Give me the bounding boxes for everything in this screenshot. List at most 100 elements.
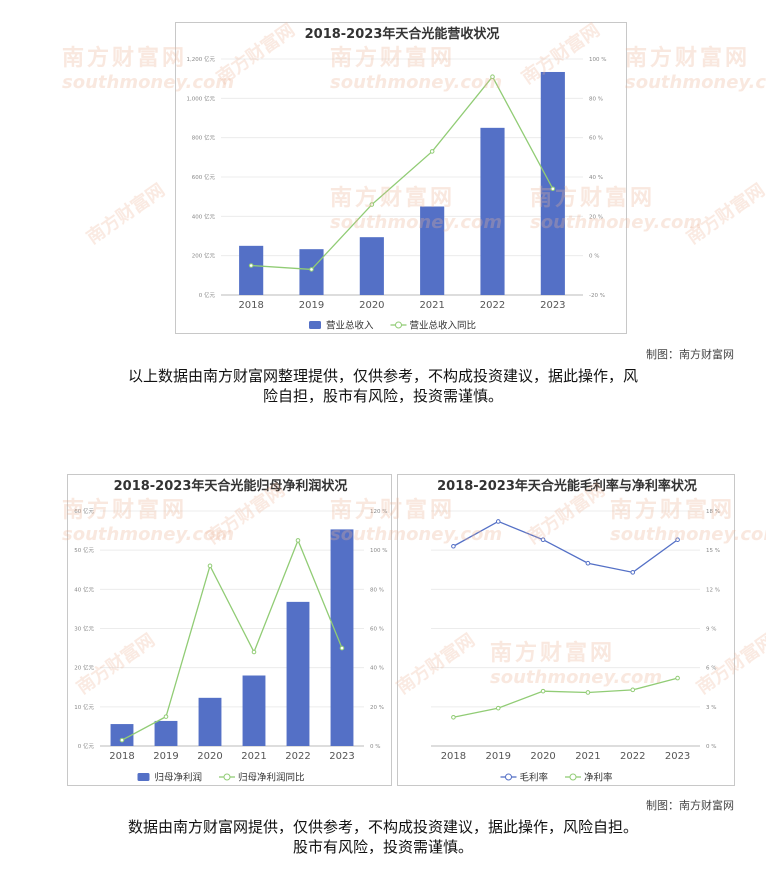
margin-chart: 2018-2023年天合光能毛利率与净利率状况 0 % 3 % 6 % 9 % 12 % 1… <box>431 478 720 784</box>
bar <box>420 206 445 295</box>
chart-credit: 制图：南方财富网 <box>646 348 734 361</box>
y2-tick-label: 9 % <box>706 627 716 633</box>
legend-label: 营业总收入同比 <box>410 320 477 332</box>
data-point <box>369 202 375 207</box>
chart-title: 2018-2023年天合光能毛利率与净利率状况 <box>437 478 697 494</box>
y2-tick-label: 6 % <box>706 666 716 672</box>
data-point <box>495 519 501 524</box>
legend-swatch <box>137 773 150 781</box>
data-point <box>675 537 680 543</box>
data-point <box>119 737 125 743</box>
watermark: 南方财富网 <box>682 179 766 249</box>
series-line <box>121 538 343 741</box>
y2-tick-label: 100 % <box>589 57 606 63</box>
disclaimer-line: 以上数据由南方财富网整理提供，仅供参考，不构成投资建议，据此操作，风 <box>127 367 638 385</box>
x-tick-label: 2020 <box>359 300 384 311</box>
y-tick-label: 40 亿元 <box>74 585 94 593</box>
data-point <box>163 714 169 719</box>
bar <box>359 237 384 295</box>
disclaimer: 以上数据由南方财富网整理提供，仅供参考，不构成投资建议，据此操作，风 险自担，股… <box>0 366 766 406</box>
bar <box>239 245 264 295</box>
data-point <box>495 705 501 711</box>
data-point <box>251 649 257 655</box>
data-point <box>339 645 345 651</box>
y2-tick-label: 20 % <box>589 214 603 220</box>
data-point <box>451 714 456 720</box>
y2-tick-label: 12 % <box>706 587 720 593</box>
revenue-chart-panel: 2018-2023年天合光能营收状况 0 亿元 200 亿元 400 亿元 600 亿元… <box>175 22 627 334</box>
data-point <box>585 690 591 695</box>
bar <box>480 127 505 295</box>
bar <box>154 720 178 746</box>
x-tick-label: 2020 <box>197 751 222 762</box>
disclaimer-line: 险自担，股市有风险，投资需谨慎。 <box>262 387 503 405</box>
y-tick-label: 10 亿元 <box>74 703 94 711</box>
chart-credit: 制图：南方财富网 <box>646 799 734 812</box>
data-point <box>550 186 556 192</box>
x-tick-label: 2019 <box>299 300 324 311</box>
data-point <box>451 543 456 549</box>
x-tick-label: 2023 <box>665 751 690 762</box>
x-tick-label: 2023 <box>540 300 565 311</box>
legend-label: 净利率 <box>584 772 613 784</box>
chart-title: 2018-2023年天合光能归母净利润状况 <box>114 478 348 494</box>
y2-tick-label: 100 % <box>370 548 387 554</box>
disclaimer-line: 数据由南方财富网提供，仅供参考，不构成投资建议，据此操作，风险自担。 <box>127 818 638 836</box>
y2-tick-label: -20 % <box>589 293 605 299</box>
y2-tick-label: 0 % <box>589 254 599 260</box>
y2-tick-label: 0 % <box>370 744 380 750</box>
y2-tick-label: 20 % <box>370 705 384 711</box>
legend-label: 营业总收入 <box>326 320 374 332</box>
margin-chart-panel: 2018-2023年天合光能毛利率与净利率状况 0 % 3 % 6 % 9 % 12 % 1… <box>397 474 735 786</box>
data-point <box>585 560 591 566</box>
x-tick-label: 2020 <box>530 751 555 762</box>
legend-swatch <box>223 773 231 781</box>
data-point <box>207 563 213 569</box>
x-tick-label: 2022 <box>480 300 505 311</box>
data-point <box>540 688 546 694</box>
watermark: 南方财富网 southmoney.com <box>625 46 766 93</box>
x-tick-label: 2021 <box>241 751 266 762</box>
bar <box>242 675 266 746</box>
disclaimer-line: 股市有风险，投资需谨慎。 <box>292 838 473 856</box>
y-tick-label: 200 亿元 <box>192 252 216 260</box>
y-tick-label: 0 亿元 <box>78 742 95 750</box>
series-line <box>453 520 678 574</box>
y2-tick-label: 15 % <box>706 548 720 554</box>
y-tick-label: 800 亿元 <box>192 134 216 142</box>
y2-tick-label: 60 % <box>589 136 603 142</box>
legend-swatch <box>505 773 512 781</box>
y-tick-label: 20 亿元 <box>74 664 94 672</box>
y2-tick-label: 80 % <box>589 96 603 102</box>
x-tick-label: 2019 <box>486 751 511 762</box>
series-line <box>251 75 554 271</box>
data-point <box>675 675 680 681</box>
data-point <box>309 267 314 272</box>
y2-tick-label: 18 % <box>706 509 720 515</box>
x-tick-label: 2022 <box>620 751 645 762</box>
y-tick-label: 30 亿元 <box>74 625 94 633</box>
y2-tick-label: 80 % <box>370 587 384 593</box>
bar <box>540 71 565 295</box>
x-tick-label: 2019 <box>153 751 178 762</box>
y2-tick-label: 60 % <box>370 627 384 633</box>
bar <box>330 529 354 746</box>
x-tick-label: 2018 <box>441 751 466 762</box>
chart-title: 2018-2023年天合光能营收状况 <box>305 26 500 42</box>
legend-label: 毛利率 <box>520 772 549 784</box>
bar <box>286 601 310 746</box>
y-tick-label: 1,200 亿元 <box>187 55 216 63</box>
legend-label: 归母净利润 <box>155 772 203 784</box>
bar <box>299 249 324 295</box>
x-tick-label: 2018 <box>238 300 263 311</box>
y2-tick-label: 40 % <box>589 175 603 181</box>
revenue-chart: 2018-2023年天合光能营收状况 0 亿元 200 亿元 400 亿元 600 亿元… <box>187 26 607 332</box>
x-tick-label: 2021 <box>575 751 600 762</box>
y2-tick-label: 3 % <box>706 705 716 711</box>
y-tick-label: 400 亿元 <box>192 212 216 220</box>
data-point <box>490 74 495 80</box>
data-point <box>429 149 435 154</box>
x-tick-label: 2023 <box>329 751 354 762</box>
y-tick-label: 50 亿元 <box>74 546 94 554</box>
x-tick-label: 2022 <box>285 751 310 762</box>
